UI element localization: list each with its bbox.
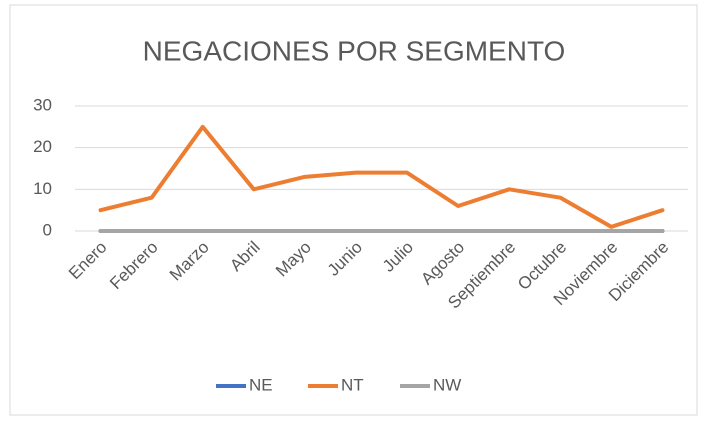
legend-label: NW <box>433 375 461 394</box>
legend-label: NE <box>249 375 273 394</box>
y-tick-label: 10 <box>33 179 52 198</box>
series-line <box>98 124 665 229</box>
y-tick-label: 20 <box>33 137 52 156</box>
y-tick-label: 0 <box>43 220 52 239</box>
chart-title: NEGACIONES POR SEGMENTO <box>143 35 566 66</box>
legend-label: NT <box>341 375 364 394</box>
y-tick-label: 30 <box>33 95 52 114</box>
chart-frame <box>9 4 698 416</box>
